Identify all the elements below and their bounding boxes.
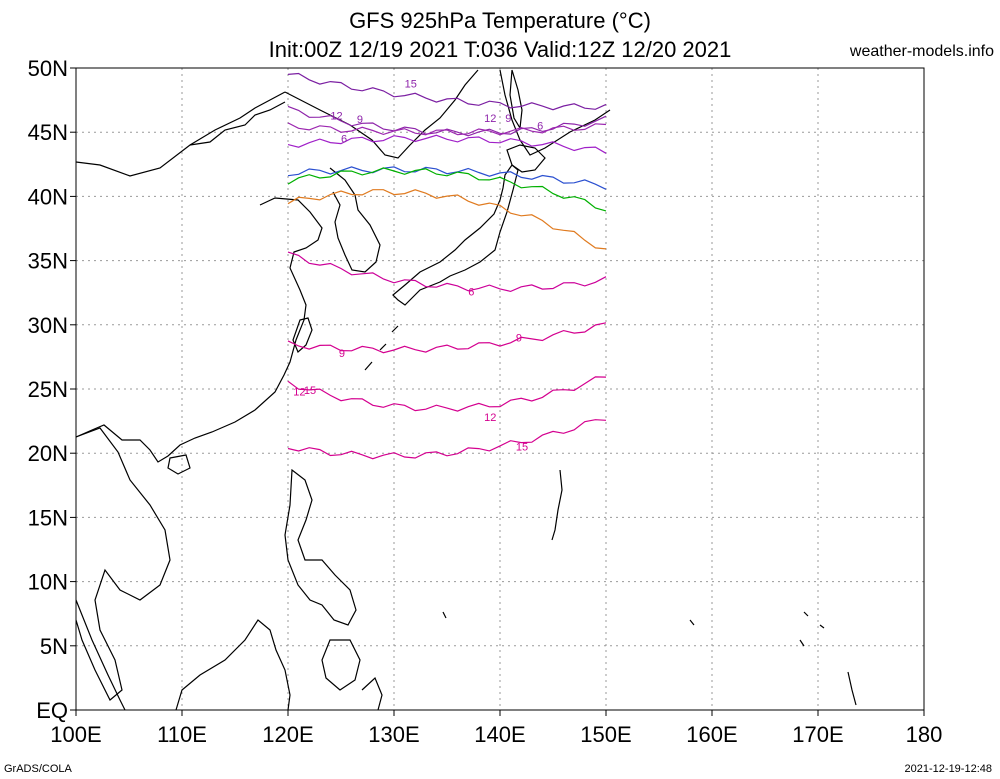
map-graticule [76, 68, 924, 710]
site-credit: weather-models.info [849, 43, 994, 60]
lat-label: 50N [28, 56, 68, 81]
lat-label: 35N [28, 249, 68, 274]
isotherm-label: 6 [341, 133, 347, 145]
lon-label: 140E [474, 722, 525, 747]
lon-label: 100E [50, 722, 101, 747]
isotherm-label: 15 [405, 78, 417, 90]
lon-label: 180 [906, 722, 943, 747]
islands-pacific [442, 469, 857, 706]
isotherm-label: 12 [484, 113, 496, 125]
coastline-taiwan [292, 317, 313, 354]
isotherm-label: 6 [468, 286, 474, 298]
coastline-north-china [189, 101, 286, 146]
lon-label: 120E [262, 722, 313, 747]
isotherm-label: 9 [357, 114, 363, 126]
software-credit: GrADS/COLA [4, 763, 72, 775]
isotherm-line [287, 105, 607, 137]
coastline-sulawesi [361, 676, 383, 711]
lon-label: 150E [580, 722, 631, 747]
lat-label: 25N [28, 377, 68, 402]
coastline-philippines [284, 468, 361, 691]
lat-label: EQ [36, 698, 68, 723]
isotherm-line [287, 376, 607, 412]
lat-label: 20N [28, 441, 68, 466]
latitude-axis: EQ 5N 10N 15N 20N 25N 30N 35N 40N 45N 50N [28, 56, 76, 723]
lat-label: 40N [28, 184, 68, 209]
lat-label: 45N [28, 120, 68, 145]
isotherm-label: 15 [516, 442, 528, 454]
coastline-indochina [75, 427, 171, 701]
isotherm-label: 9 [505, 113, 511, 125]
lat-label: 15N [28, 505, 68, 530]
lat-label: 5N [40, 634, 68, 659]
isotherm-label: 12 [293, 386, 305, 398]
isotherm-line [287, 251, 607, 293]
isotherm-label: 15 [304, 385, 316, 397]
isotherm-line [287, 189, 607, 250]
coastline-borneo [175, 619, 291, 711]
lat-label: 30N [28, 313, 68, 338]
longitude-axis: 100E 110E 120E 130E 140E 150E 160E 170E 180 [50, 710, 942, 747]
isotherm-label: 9 [339, 348, 345, 360]
coastline-malay [75, 599, 126, 711]
lon-label: 170E [792, 722, 843, 747]
isotherm-label: 12 [330, 110, 342, 122]
coastlines [75, 69, 857, 711]
coastline-hainan [167, 454, 191, 475]
coastline-korea [329, 167, 381, 273]
lat-label: 10N [28, 570, 68, 595]
isotherm-line [287, 167, 607, 212]
lon-label: 110E [157, 722, 207, 747]
isotherm-line [287, 72, 607, 111]
lon-label: 130E [368, 722, 419, 747]
isotherm-line [287, 122, 607, 136]
islands-ryukyu [364, 325, 399, 371]
coastline-japan [392, 164, 519, 306]
lon-label: 160E [686, 722, 737, 747]
temperature-contours [287, 72, 607, 460]
isotherm-label: 9 [516, 332, 522, 344]
coastline-east-asia [75, 91, 323, 463]
map-title: GFS 925hPa Temperature (°C) [349, 8, 651, 33]
isotherm-line [287, 134, 607, 154]
generated-timestamp: 2021-12-19-12:48 [904, 763, 992, 775]
isotherm-line [287, 322, 607, 354]
coastline-hokkaido [506, 144, 546, 173]
isotherm-label: 12 [484, 412, 496, 424]
isotherm-label: 6 [537, 121, 543, 133]
map-subtitle: Init:00Z 12/19 2021 T:036 Valid:12Z 12/2… [268, 37, 732, 62]
isotherm-line [287, 419, 607, 460]
